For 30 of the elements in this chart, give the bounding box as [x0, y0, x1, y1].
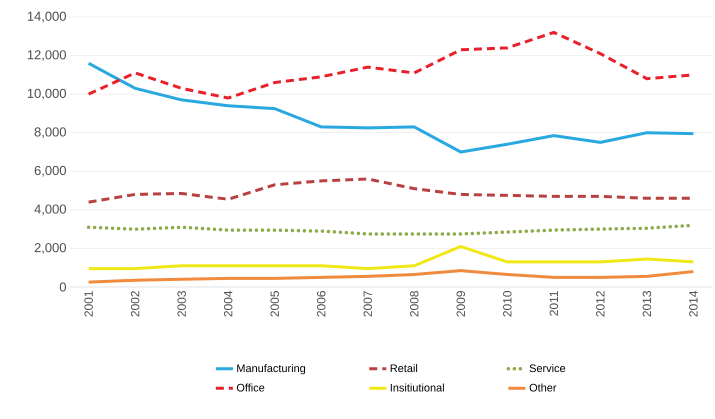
y-tick-label: 8,000	[34, 127, 66, 138]
x-tick-label: 2008	[410, 291, 418, 317]
line-series	[87, 62, 695, 154]
x-tick-label: 2002	[130, 291, 140, 317]
x-tick-label: 2004	[224, 290, 232, 317]
x-tick-label: 2009	[456, 291, 466, 317]
y-tick-label: 0	[60, 282, 66, 292]
y-tick-label: 2,000	[34, 243, 66, 254]
x-tick-label: 2003	[177, 291, 186, 317]
x-tick-label: 2014	[689, 290, 698, 317]
y-tick-label: 12,000	[28, 50, 66, 61]
x-tick-label: 2006	[316, 291, 326, 317]
legend-label: Other	[530, 384, 556, 392]
y-tick-label: 10,000	[28, 88, 66, 100]
x-tick-label: 2005	[270, 291, 279, 317]
x-tick-label: 2001	[84, 291, 93, 317]
legend-label: Insitiutional	[390, 384, 444, 392]
x-tick-label: 2007	[364, 291, 372, 317]
y-tick-label: 4,000	[34, 204, 66, 216]
x-tick-label: 2013	[642, 291, 652, 317]
x-tick-label: 2010	[503, 290, 512, 317]
legend-label: Service	[530, 364, 566, 372]
x-tick-label: 2011	[550, 291, 558, 316]
line-series	[87, 269, 695, 284]
y-tick-label: 14,000	[28, 12, 66, 22]
x-tick-label: 2012	[596, 291, 605, 317]
legend-label: Manufacturing	[237, 364, 306, 374]
legend-label: Office	[236, 384, 264, 392]
y-tick-label: 6,000	[34, 166, 66, 177]
legend-label: Retail	[390, 364, 418, 372]
